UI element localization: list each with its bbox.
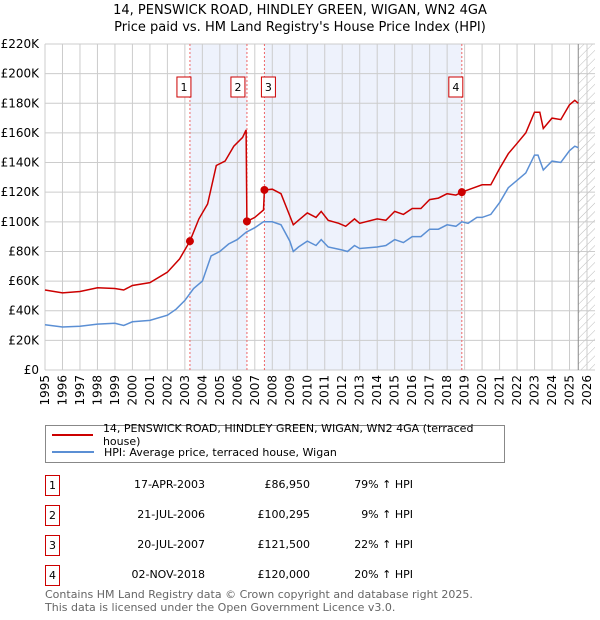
y-tick-label: £60K bbox=[8, 274, 40, 288]
x-tick-label: 2020 bbox=[475, 375, 489, 406]
sale-label-box bbox=[230, 76, 246, 98]
x-tick-label: 2000 bbox=[125, 375, 139, 406]
y-tick-label: £20K bbox=[8, 333, 40, 347]
y-tick-label: £220K bbox=[1, 37, 41, 51]
x-tick-label: 1996 bbox=[55, 375, 69, 406]
legend-label-property: 14, PENSWICK ROAD, HINDLEY GREEN, WIGAN,… bbox=[102, 422, 474, 448]
sale-date: 20-JUL-2007 bbox=[137, 538, 205, 551]
sale-number: 4 bbox=[45, 565, 60, 586]
x-tick-label: 2010 bbox=[300, 375, 314, 406]
x-tick-label: 2024 bbox=[545, 375, 559, 406]
sale-label-box bbox=[260, 76, 276, 98]
y-tick-label: £40K bbox=[8, 304, 40, 318]
sale-row: 1 17-APR-2003 £86,950 79% ↑ HPI bbox=[45, 475, 545, 496]
footer-line-2: This data is licensed under the Open Gov… bbox=[45, 601, 396, 614]
sale-point bbox=[260, 185, 269, 194]
x-tick-label: 2023 bbox=[528, 375, 542, 406]
x-tick-label: 2021 bbox=[493, 375, 507, 406]
sale-hpi: 79% ↑ HPI bbox=[354, 478, 413, 491]
x-tick-label: 2017 bbox=[423, 375, 437, 406]
sale-date: 17-APR-2003 bbox=[133, 478, 205, 491]
sale-label-box bbox=[448, 76, 464, 98]
sale-date: 02-NOV-2018 bbox=[131, 568, 205, 581]
y-tick-label: £140K bbox=[1, 156, 41, 170]
chart-subtitle: Price paid vs. HM Land Registry's House … bbox=[114, 20, 486, 35]
x-tick-label: 2014 bbox=[370, 375, 384, 406]
x-tick-label: 2008 bbox=[265, 375, 279, 406]
y-tick-label: £180K bbox=[1, 96, 41, 110]
sale-point bbox=[242, 217, 251, 226]
x-tick-label: 1995 bbox=[38, 375, 52, 406]
footer: Contains HM Land Registry data © Crown c… bbox=[45, 588, 473, 614]
sale-row: 2 21-JUL-2006 £100,295 9% ↑ HPI bbox=[45, 505, 545, 526]
x-tick-label: 2011 bbox=[318, 375, 332, 406]
sale-number: 2 bbox=[45, 505, 60, 526]
y-tick-label: £120K bbox=[1, 185, 41, 199]
sale-hpi: 9% ↑ HPI bbox=[361, 508, 413, 521]
sale-price: £86,950 bbox=[264, 478, 311, 491]
x-tick-label: 2003 bbox=[178, 375, 192, 406]
sale-point bbox=[185, 237, 194, 246]
sale-hpi: 20% ↑ HPI bbox=[354, 568, 413, 581]
x-tick-label: 2019 bbox=[458, 375, 472, 406]
sale-row: 3 20-JUL-2007 £121,500 22% ↑ HPI bbox=[45, 535, 545, 556]
legend-swatch-hpi bbox=[52, 451, 94, 453]
legend-swatch-property bbox=[52, 434, 93, 436]
sale-label-box bbox=[176, 76, 192, 98]
x-tick-label: 2022 bbox=[510, 375, 524, 406]
x-tick-label: 2018 bbox=[440, 375, 454, 406]
x-tick-label: 1997 bbox=[73, 375, 87, 406]
x-tick-label: 2013 bbox=[353, 375, 367, 406]
sale-point bbox=[457, 188, 466, 197]
legend-item-hpi: HPI: Average price, terraced house, Wiga… bbox=[46, 444, 337, 460]
series-line-hpi bbox=[44, 145, 579, 328]
x-tick-label: 2004 bbox=[195, 375, 209, 406]
x-tick-label: 2006 bbox=[230, 375, 244, 406]
x-tick-label: 1998 bbox=[90, 375, 104, 406]
x-tick-label: 2009 bbox=[283, 375, 297, 406]
y-tick-label: £0 bbox=[24, 363, 39, 377]
y-tick-label: £160K bbox=[1, 126, 41, 140]
x-tick-label: 2007 bbox=[248, 375, 262, 406]
sale-date: 21-JUL-2006 bbox=[137, 508, 205, 521]
chart-title: 14, PENSWICK ROAD, HINDLEY GREEN, WIGAN,… bbox=[113, 3, 487, 18]
sale-period-shade bbox=[264, 44, 462, 370]
y-tick-label: £80K bbox=[8, 244, 40, 258]
sale-price: £121,500 bbox=[257, 538, 311, 551]
sale-label: 4 bbox=[452, 81, 459, 94]
sale-label: 3 bbox=[265, 81, 272, 94]
sale-label: 1 bbox=[180, 81, 187, 94]
legend: 14, PENSWICK ROAD, HINDLEY GREEN, WIGAN,… bbox=[45, 422, 505, 463]
x-tick-label: 2001 bbox=[143, 375, 157, 406]
x-tick-label: 2016 bbox=[405, 375, 419, 406]
footer-line-1: Contains HM Land Registry data © Crown c… bbox=[45, 588, 473, 601]
x-tick-label: 2015 bbox=[388, 375, 402, 406]
sale-label: 2 bbox=[234, 81, 241, 94]
sale-price: £100,295 bbox=[257, 508, 311, 521]
x-tick-label: 2005 bbox=[213, 375, 227, 406]
y-tick-label: £100K bbox=[1, 215, 41, 229]
sale-row: 4 02-NOV-2018 £120,000 20% ↑ HPI bbox=[45, 565, 545, 586]
x-tick-label: 2025 bbox=[563, 375, 577, 406]
x-tick-label: 2012 bbox=[335, 375, 349, 406]
legend-label-hpi: HPI: Average price, terraced house, Wiga… bbox=[104, 445, 337, 459]
x-tick-label: 2002 bbox=[160, 375, 174, 406]
sale-number: 3 bbox=[45, 535, 60, 556]
price-chart: 1995 1996 1997 1998 1999 2000 2001 2002 2003 2004… bbox=[1, 37, 595, 406]
y-tick-label: £200K bbox=[1, 67, 41, 81]
sale-price: £120,000 bbox=[257, 568, 311, 581]
sale-hpi: 22% ↑ HPI bbox=[354, 538, 413, 551]
legend-item-property: 14, PENSWICK ROAD, HINDLEY GREEN, WIGAN,… bbox=[46, 422, 504, 448]
x-tick-label: 2026 bbox=[580, 375, 594, 406]
sale-number: 1 bbox=[45, 475, 60, 496]
x-tick-label: 1999 bbox=[108, 375, 122, 406]
